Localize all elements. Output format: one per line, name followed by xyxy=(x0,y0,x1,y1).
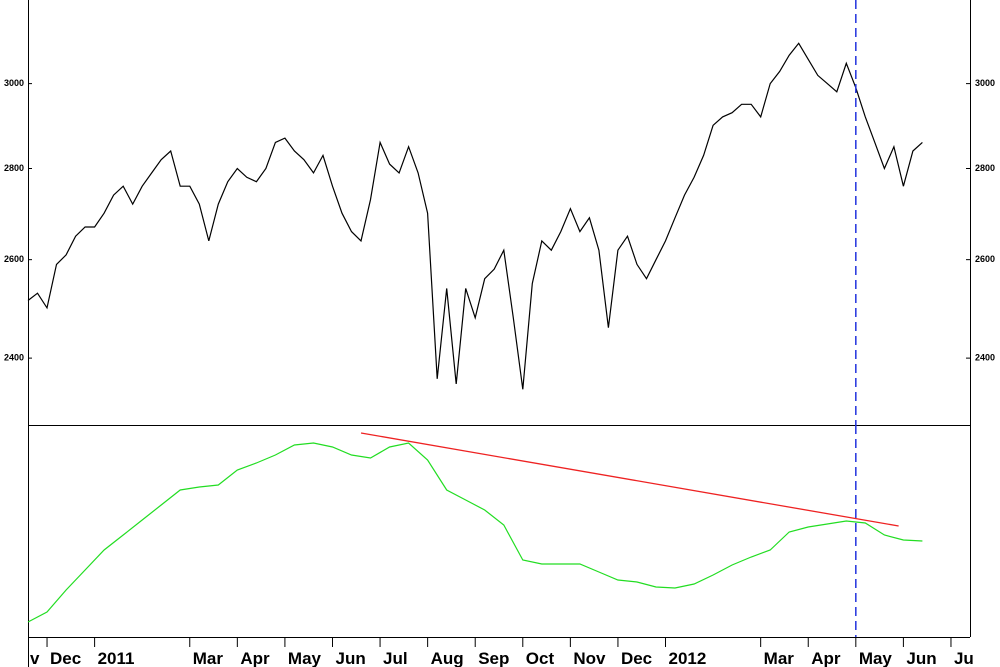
x-tick-label: 2011 xyxy=(98,649,135,667)
x-tick-label: May xyxy=(288,649,322,667)
x-tick-label: Mar xyxy=(193,649,224,667)
y-tick-label: 2600 xyxy=(975,254,995,264)
x-tick-label: Dec xyxy=(621,649,652,667)
x-tick-label: Aug xyxy=(431,649,464,667)
x-tick-label: Ju xyxy=(954,649,974,667)
y-tick-label: 2400 xyxy=(4,352,24,362)
y-tick-label: 3000 xyxy=(4,78,24,88)
y-tick-label: 3000 xyxy=(975,78,995,88)
x-tick-label: 2012 xyxy=(669,649,707,667)
y-tick-label: 2400 xyxy=(975,352,995,362)
x-tick-label: Apr xyxy=(240,649,270,667)
x-tick-label: Jun xyxy=(335,649,365,667)
y-tick-label: 2800 xyxy=(975,163,995,173)
trend-line xyxy=(360,432,899,527)
y-tick-label: 2600 xyxy=(4,254,24,264)
y-tick-label: 2800 xyxy=(4,163,24,173)
x-tick-label: Jul xyxy=(383,649,408,667)
data-line xyxy=(27,442,923,623)
x-tick-label: v xyxy=(30,649,40,667)
x-tick-label: Oct xyxy=(526,649,555,667)
x-tick-label: Nov xyxy=(573,649,606,667)
x-tick-label: Apr xyxy=(811,649,841,667)
x-tick-label: Dec xyxy=(50,649,81,667)
x-tick-label: Sep xyxy=(478,649,509,667)
x-tick-label: Mar xyxy=(764,649,795,667)
x-tick-label: Jun xyxy=(906,649,936,667)
x-tick-label: May xyxy=(859,649,893,667)
data-line xyxy=(27,42,923,390)
